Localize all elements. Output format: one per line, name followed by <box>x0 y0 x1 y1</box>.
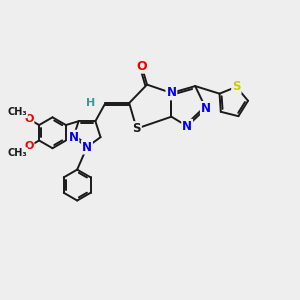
Text: S: S <box>132 122 141 135</box>
Text: S: S <box>232 80 241 93</box>
Text: H: H <box>86 98 95 108</box>
Text: O: O <box>24 114 34 124</box>
Text: N: N <box>68 131 78 144</box>
Text: N: N <box>82 140 92 154</box>
Text: CH₃: CH₃ <box>8 107 27 117</box>
Text: O: O <box>136 60 147 73</box>
Text: O: O <box>24 141 34 152</box>
Text: N: N <box>201 102 211 115</box>
Text: N: N <box>167 86 176 99</box>
Text: N: N <box>182 120 192 133</box>
Text: CH₃: CH₃ <box>8 148 27 158</box>
